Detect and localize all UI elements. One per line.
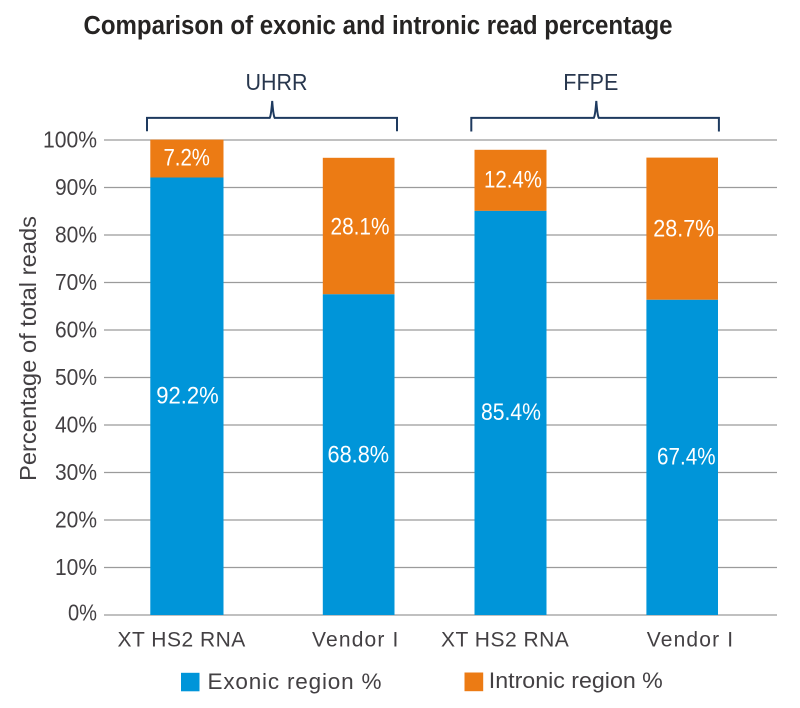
svg-text:Comparison of exonic and intro: Comparison of exonic and intronic read p… xyxy=(84,12,673,40)
svg-text:0%: 0% xyxy=(68,600,97,626)
svg-text:100%: 100% xyxy=(43,127,97,153)
svg-text:10%: 10% xyxy=(55,554,97,580)
svg-text:20%: 20% xyxy=(55,507,97,533)
svg-text:XT HS2 RNA: XT HS2 RNA xyxy=(118,629,246,652)
svg-text:28.7%: 28.7% xyxy=(653,215,714,242)
svg-text:85.4%: 85.4% xyxy=(481,399,541,426)
svg-text:30%: 30% xyxy=(55,459,97,485)
svg-text:XT HS2 RNA: XT HS2 RNA xyxy=(441,629,569,652)
svg-text:Percentage of total reads: Percentage of total reads xyxy=(15,216,41,481)
svg-text:92.2%: 92.2% xyxy=(156,383,219,410)
svg-text:12.4%: 12.4% xyxy=(484,167,542,194)
svg-text:28.1%: 28.1% xyxy=(331,214,390,241)
svg-text:Vendor I: Vendor I xyxy=(312,629,399,652)
svg-text:67.4%: 67.4% xyxy=(657,444,716,471)
svg-text:7.2%: 7.2% xyxy=(163,144,210,171)
svg-text:80%: 80% xyxy=(55,222,97,248)
svg-text:60%: 60% xyxy=(55,317,97,343)
svg-text:Intronic region %: Intronic region % xyxy=(489,668,663,693)
svg-text:68.8%: 68.8% xyxy=(328,442,390,469)
svg-text:90%: 90% xyxy=(55,174,97,200)
svg-text:Exonic region %: Exonic region % xyxy=(208,669,382,694)
svg-text:UHRR: UHRR xyxy=(246,69,308,95)
svg-text:70%: 70% xyxy=(55,269,97,295)
svg-text:FFPE: FFPE xyxy=(563,69,618,95)
svg-text:50%: 50% xyxy=(55,364,97,390)
svg-text:40%: 40% xyxy=(55,412,97,438)
svg-text:Vendor I: Vendor I xyxy=(647,629,734,652)
